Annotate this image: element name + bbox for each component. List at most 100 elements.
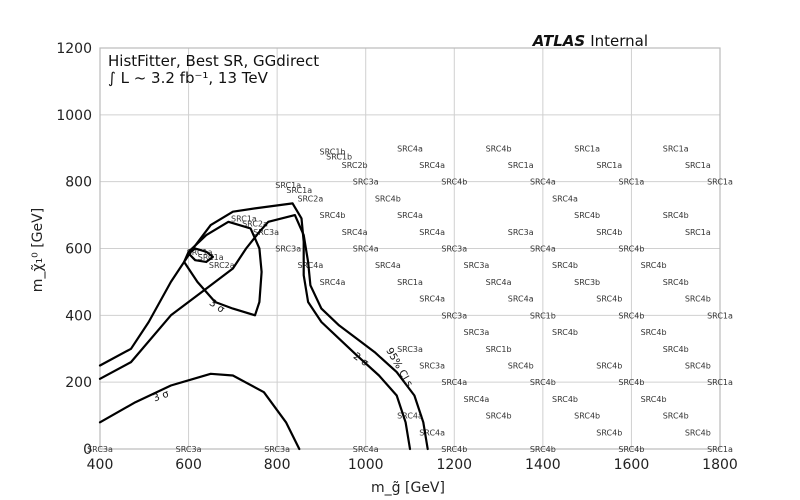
x-tick-label: 600	[175, 457, 202, 473]
header-line-2: ∫ L ~ 3.2 fb⁻¹, 13 TeV	[108, 69, 269, 87]
signal-region-label: SRC4b	[552, 395, 578, 404]
signal-region-label: SRC4b	[574, 412, 600, 421]
signal-region-label: SRC3a	[464, 328, 490, 337]
signal-region-label: SRC4b	[641, 395, 667, 404]
signal-region-label: SRC4b	[685, 428, 711, 437]
signal-region-label: SRC4a	[353, 245, 379, 254]
signal-region-label: SRC1a	[707, 311, 733, 320]
signal-region-label: SRC4a	[419, 161, 445, 170]
signal-region-label: SRC4b	[685, 295, 711, 304]
signal-region-label: SRC4b	[486, 144, 512, 153]
x-tick-label: 1200	[436, 457, 472, 473]
header-line-1: HistFitter, Best SR, GGdirect	[108, 52, 319, 70]
signal-region-label: SRC4b	[618, 311, 644, 320]
x-axis-label: m_g̃ [GeV]	[371, 480, 445, 496]
signal-region-label: SRC4b	[530, 445, 556, 454]
signal-region-label: SRC3a	[253, 228, 279, 237]
signal-region-label: SRC1a	[397, 278, 423, 287]
signal-region-label: SRC4b	[618, 445, 644, 454]
signal-region-label: SRC1a	[596, 161, 622, 170]
signal-region-label: SRC4b	[641, 328, 667, 337]
x-tick-label: 800	[264, 457, 291, 473]
signal-region-label: SRC4a	[375, 261, 401, 270]
signal-region-label: SRC3a	[441, 245, 467, 254]
signal-region-label: SRC3a	[508, 228, 534, 237]
signal-region-label: SRC1a	[707, 178, 733, 187]
signal-region-label: SRC1a	[707, 445, 733, 454]
signal-region-label: SRC4a	[320, 278, 346, 287]
signal-region-label: SRC4b	[320, 211, 346, 220]
signal-region-label: SRC4a	[464, 395, 490, 404]
signal-region-label: SRC2a	[209, 261, 235, 270]
signal-region-label: SRC4a	[397, 211, 423, 220]
signal-region-label: SRC4b	[618, 378, 644, 387]
signal-region-label: SRC4b	[441, 178, 467, 187]
signal-region-label: SRC4a	[342, 228, 368, 237]
signal-region-label: SRC4b	[596, 228, 622, 237]
x-tick-label: 1000	[348, 457, 384, 473]
y-tick-label: 600	[65, 242, 92, 258]
signal-region-label: SRC4b	[596, 361, 622, 370]
signal-region-label: SRC4b	[663, 345, 689, 354]
signal-region-label: SRC3a	[419, 361, 445, 370]
signal-region-label: SRC4b	[441, 445, 467, 454]
signal-region-label: SRC1b	[320, 148, 346, 157]
y-tick-label: 800	[65, 175, 92, 191]
x-tick-labels: 400 600 800 1000 1200 1400 1600 1800	[87, 457, 738, 473]
y-tick-label: 1200	[56, 41, 92, 57]
contour-line	[187, 247, 214, 263]
signal-region-label: SRC1a	[231, 214, 257, 223]
x-tick-label: 1600	[614, 457, 650, 473]
signal-region-label: SRC4b	[552, 261, 578, 270]
signal-region-label: SRC3a	[264, 445, 290, 454]
signal-region-label: SRC1b	[326, 153, 352, 162]
contour-label: 3 σ	[207, 298, 227, 316]
signal-region-label: SRC1a	[574, 144, 600, 153]
y-tick-label: 400	[65, 308, 92, 324]
contours	[98, 202, 429, 451]
signal-region-label: SRC4b	[663, 278, 689, 287]
signal-region-label: SRC4a	[419, 428, 445, 437]
signal-region-label: SRC4b	[530, 378, 556, 387]
grid	[99, 47, 721, 450]
signal-region-label: SRC4b	[641, 261, 667, 270]
x-tick-label: 1400	[525, 457, 561, 473]
signal-region-label: SRC1a	[286, 186, 312, 195]
signal-region-label: SRC4b	[486, 412, 512, 421]
signal-region-label: SRC1a	[187, 248, 213, 257]
signal-region-label: SRC1a	[619, 178, 645, 187]
y-tick-labels: 0 200 400 600 800 1000 1200	[56, 41, 92, 458]
signal-region-label: SRC1a	[685, 228, 711, 237]
signal-region-label: SRC3a	[441, 311, 467, 320]
signal-region-label: SRC2b	[342, 161, 368, 170]
signal-region-label: SRC2a	[297, 194, 323, 203]
signal-region-label: SRC3a	[87, 445, 113, 454]
y-tick-label: 0	[83, 442, 92, 458]
signal-region-label: SRC4b	[596, 295, 622, 304]
y-tick-label: 200	[65, 375, 92, 391]
signal-region-label: SRC3a	[397, 345, 423, 354]
signal-region-label: SRC4a	[441, 378, 467, 387]
y-tick-label: 1000	[56, 108, 92, 124]
x-tick-label: 1800	[702, 457, 738, 473]
signal-region-label: SRC4b	[574, 211, 600, 220]
signal-region-label: SRC4b	[552, 328, 578, 337]
signal-region-label: SRC4a	[419, 228, 445, 237]
signal-region-label: SRC4a	[397, 144, 423, 153]
signal-region-label: SRC4b	[663, 412, 689, 421]
signal-region-label: SRC4a	[552, 194, 578, 203]
signal-region-label: SRC3b	[574, 278, 600, 287]
signal-region-label: SRC1a	[275, 181, 301, 190]
contour-line	[98, 214, 429, 451]
signal-region-label: SRC4a	[397, 412, 423, 421]
signal-region-label: SRC4a	[530, 178, 556, 187]
signal-region-label: SRC4b	[508, 361, 534, 370]
signal-region-label: SRC4b	[618, 245, 644, 254]
signal-region-label: SRC2a	[242, 219, 268, 228]
signal-region-label: SRC4b	[375, 194, 401, 203]
signal-region-label: SRC4b	[596, 428, 622, 437]
signal-region-label: SRC4a	[419, 295, 445, 304]
